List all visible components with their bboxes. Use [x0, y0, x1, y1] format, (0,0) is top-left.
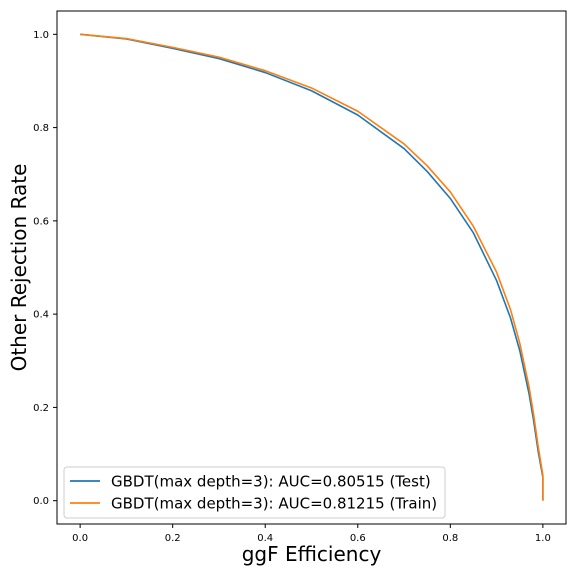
plot-area [80, 33, 544, 501]
x-tick-label: 1.0 [535, 533, 551, 544]
x-tick-label: 0.4 [257, 533, 273, 544]
y-tick-label: 0.6 [33, 216, 49, 227]
series-line-0 [80, 33, 544, 501]
x-tick-label: 0.8 [442, 533, 458, 544]
plot-frame [56, 10, 567, 525]
y-tick-label: 0.0 [33, 496, 49, 507]
axis-ticks: 0.0 0.2 0.4 0.6 0.8 1.0 0.0 0.2 0.4 0.6 0.8 1.0 [33, 30, 551, 544]
y-tick-label: 0.4 [33, 310, 49, 321]
y-tick-label: 0.2 [33, 403, 49, 414]
y-axis-label: Other Rejection Rate [7, 164, 31, 372]
legend-entry-1: GBDT(max depth=3): AUC=0.81215 (Train) [70, 495, 437, 513]
legend: GBDT(max depth=3): AUC=0.80515 (Test) GBD… [63, 466, 446, 519]
x-tick-label: 0.2 [165, 533, 181, 544]
legend-label: GBDT(max depth=3): AUC=0.81215 (Train) [111, 495, 437, 513]
x-tick-label: 0.6 [350, 533, 366, 544]
series-line-1 [80, 33, 544, 501]
x-axis-label: ggF Efficiency [242, 542, 382, 566]
legend-entry-0: GBDT(max depth=3): AUC=0.80515 (Test) [70, 473, 431, 491]
legend-box [63, 466, 446, 519]
y-tick-label: 0.8 [33, 123, 49, 134]
legend-label: GBDT(max depth=3): AUC=0.80515 (Test) [111, 473, 431, 491]
x-tick-label: 0.0 [72, 533, 88, 544]
y-tick-label: 1.0 [33, 30, 49, 41]
